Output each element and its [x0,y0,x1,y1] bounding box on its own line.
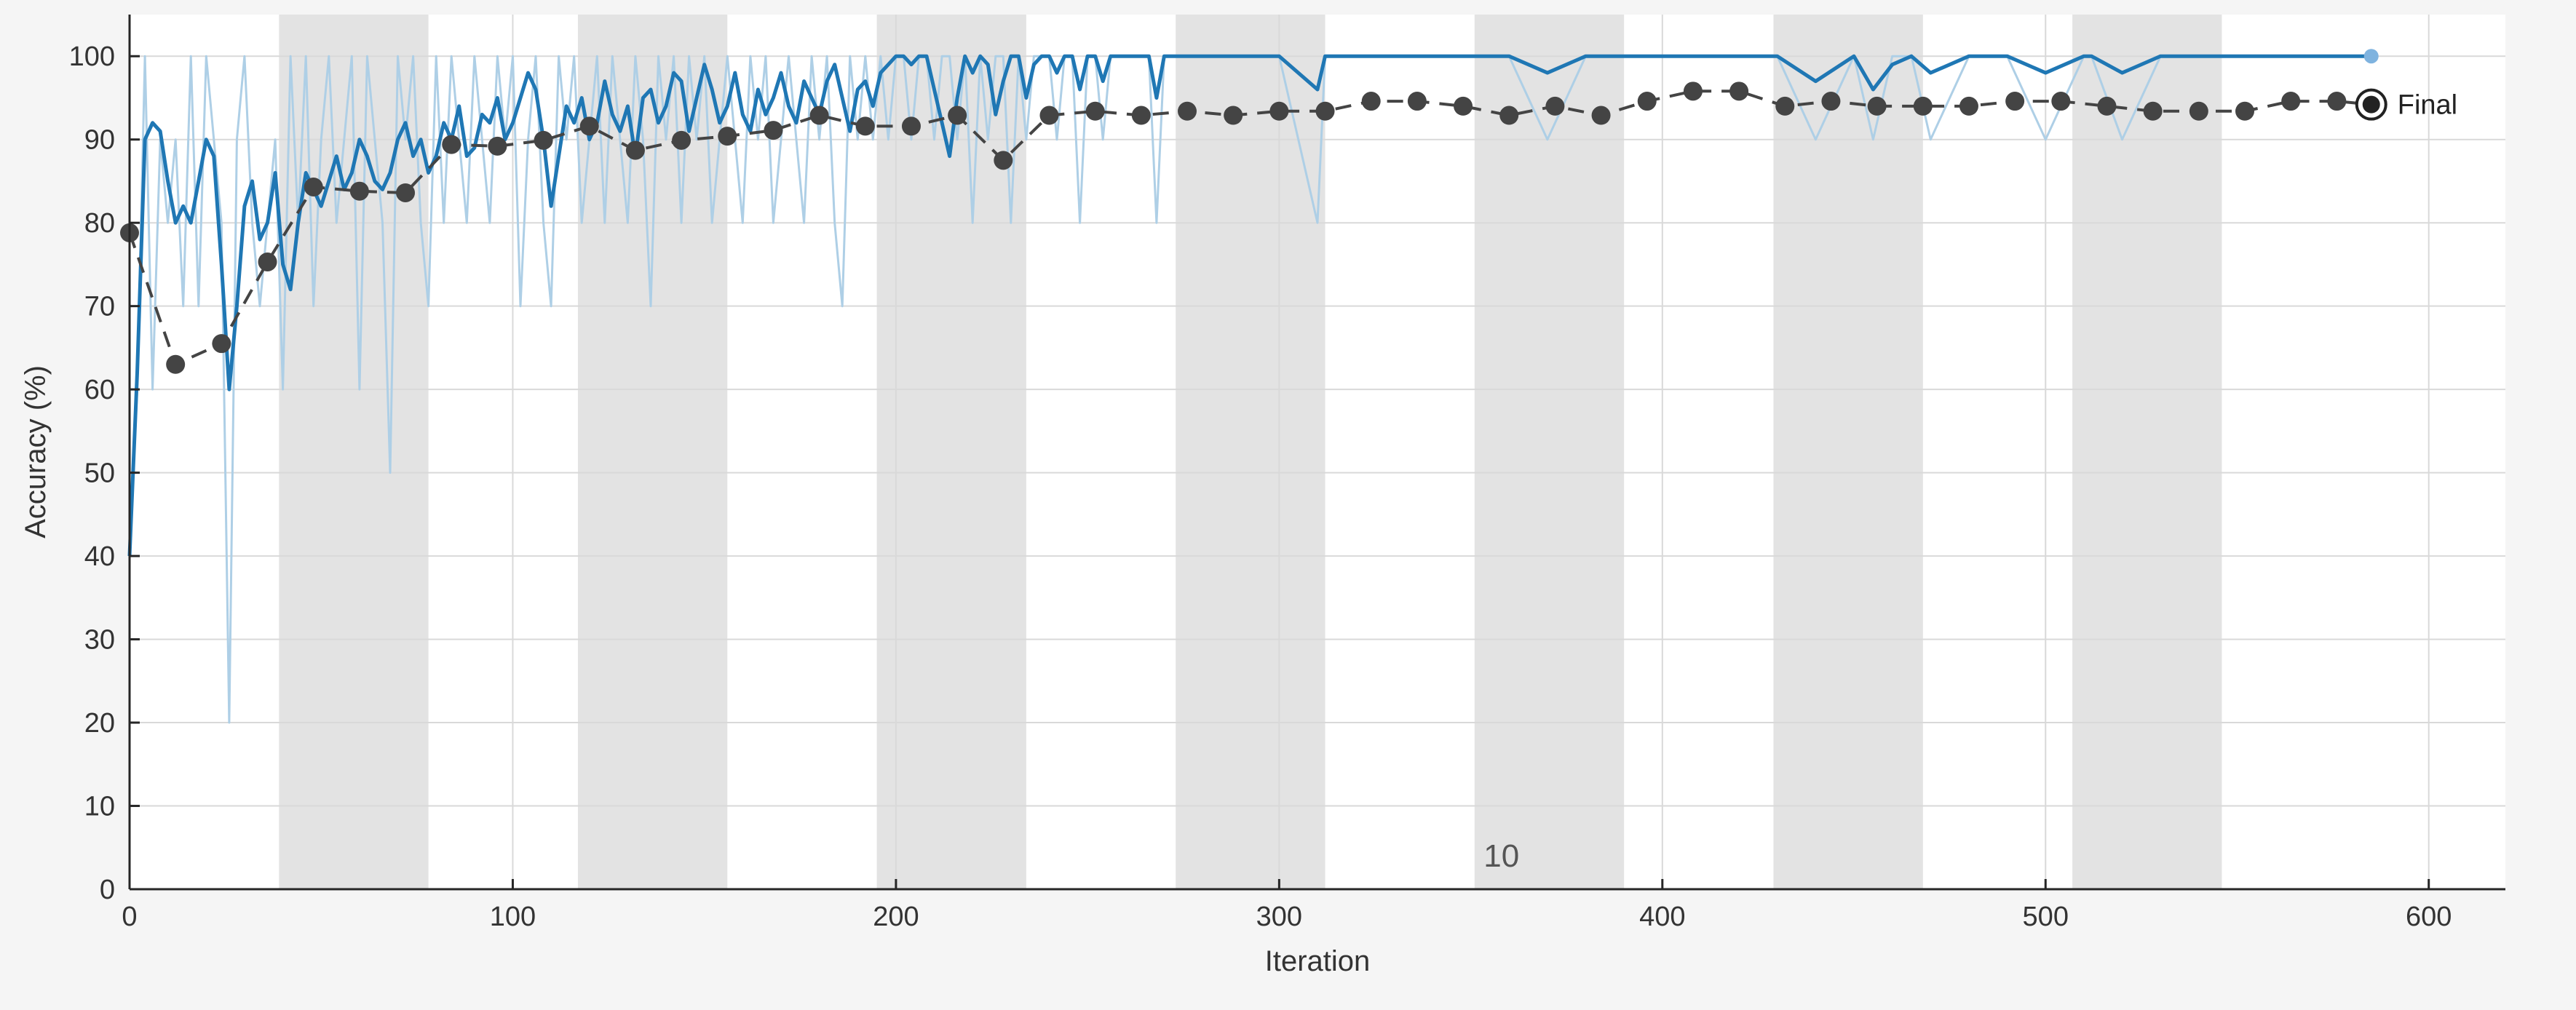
epoch-band-4 [1176,15,1325,889]
validation-point [948,106,967,125]
epoch-band-5 [1474,15,1625,889]
validation-point [1775,96,1795,116]
validation-point [212,334,231,354]
epoch-band-6 [1773,15,1923,889]
x-tick-label-500: 500 [2023,902,2069,932]
y-tick-label-70: 70 [84,292,115,322]
epoch-band-7 [2072,15,2222,889]
training-end-point [2363,49,2379,64]
tick-labels: 0 100 200 300 400 500 600 0 10 20 30 40 50 60 70 80 90 10… [69,41,2452,932]
x-tick-label-100: 100 [490,902,536,932]
x-tick-label-600: 600 [2406,902,2452,932]
axes [128,15,2505,891]
validation-point [2327,92,2347,111]
validation-point [1269,101,1289,121]
validation-point [166,354,186,374]
validation-point [1315,101,1335,121]
validation-point [1959,96,1978,116]
validation-point [1683,81,1703,101]
validation-point [1637,92,1657,111]
validation-point [672,130,691,150]
validation-point [1085,101,1105,121]
validation-point [258,252,277,271]
validation-point [625,140,645,160]
validation-point [534,130,553,150]
validation-point [1591,106,1611,125]
y-tick-label-20: 20 [84,708,115,739]
validation-point [1913,96,1933,116]
validation-point [488,136,507,156]
y-tick-label-60: 60 [84,375,115,405]
validation-point [1361,92,1381,111]
y-tick-label-80: 80 [84,208,115,239]
y-tick-label-100: 100 [69,41,115,72]
validation-point [349,181,369,201]
validation-point [579,116,599,136]
validation-point [2005,92,2025,111]
validation-point [1545,96,1565,116]
validation-point [2143,101,2163,121]
final-marker [2355,88,2387,121]
smoothed-training-accuracy-line [127,54,2371,557]
x-tick-label-400: 400 [1639,902,1685,932]
validation-point [304,177,323,196]
validation-point [1224,106,1243,125]
y-tick-label-0: 0 [100,875,115,905]
validation-point [2235,101,2255,121]
x-tick-label-200: 200 [873,902,919,932]
y-tick-label-10: 10 [84,792,115,822]
y-tick-label-50: 50 [84,458,115,489]
validation-point [1821,92,1841,111]
y-tick-label-30: 30 [84,625,115,656]
x-axis-label: Iteration [1265,945,1371,977]
validation-point [1729,81,1749,101]
validation-point [1178,101,1197,121]
validation-point [1039,106,1059,125]
x-tick-label-300: 300 [1256,902,1302,932]
validation-point [1131,106,1151,125]
validation-point [901,116,921,136]
validation-point [1407,92,1427,111]
validation-point [2281,92,2301,111]
validation-point [994,151,1013,170]
y-tick-label-90: 90 [84,125,115,156]
validation-point [764,121,783,140]
epoch-label: 10 [1483,838,1519,874]
y-axis-label: Accuracy (%) [20,365,52,538]
validation-point [809,106,829,125]
validation-point [1454,96,1473,116]
epoch-bands [279,15,2222,889]
validation-point [396,183,416,202]
final-marker-dot [2362,95,2380,114]
validation-point [855,116,875,136]
y-tick-label-40: 40 [84,541,115,572]
validation-point [2051,92,2071,111]
final-label: Final [2398,90,2457,121]
x-tick-label-0: 0 [122,902,137,932]
validation-point [2097,96,2117,116]
validation-point [1867,96,1887,116]
validation-point [1499,106,1519,125]
validation-point [442,135,461,154]
validation-point [2189,101,2208,121]
data-series [120,49,2379,724]
validation-point [718,127,737,146]
